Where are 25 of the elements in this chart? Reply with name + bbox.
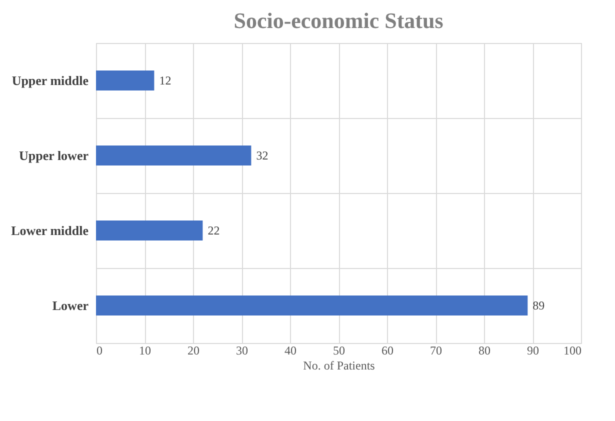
x-tick-label: 30 (236, 344, 248, 358)
x-tick-label: 10 (139, 344, 151, 358)
data-label: 32 (256, 148, 268, 162)
x-tick-label: 100 (564, 344, 582, 358)
chart-title: Socio-economic Status (234, 8, 444, 33)
x-tick-label: 80 (478, 344, 490, 358)
x-tick-label: 50 (333, 344, 345, 358)
data-label: 22 (208, 224, 220, 238)
x-tick-label: 60 (382, 344, 394, 358)
data-label: 89 (532, 298, 545, 312)
x-tick-label: 0 (96, 344, 102, 358)
x-tick-label: 70 (430, 344, 442, 358)
bar (96, 70, 154, 90)
y-tick-label: Upper middle (12, 73, 89, 88)
data-label: 12 (159, 74, 172, 88)
bar (96, 146, 252, 166)
x-tick-label: 40 (284, 344, 296, 358)
x-axis-title: No. of Patients (303, 358, 376, 372)
y-tick-label: Lower middle (11, 223, 89, 238)
x-tick-label: 20 (188, 344, 200, 358)
bar (96, 220, 203, 240)
bar (96, 296, 528, 316)
y-tick-label: Lower (52, 298, 89, 313)
y-tick-label: Upper lower (19, 148, 89, 163)
x-tick-label: 90 (527, 344, 539, 358)
